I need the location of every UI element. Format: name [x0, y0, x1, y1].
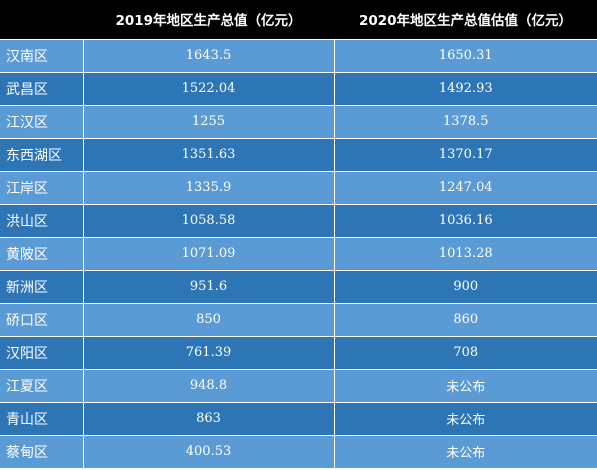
gdp-2020-cell: 1492.93: [334, 71, 597, 105]
gdp-2019-cell: 1643.5: [83, 38, 335, 72]
table-row: 新洲区 951.6 900: [0, 269, 597, 303]
header-district: [0, 0, 83, 39]
table-row: 江岸区 1335.9 1247.04: [0, 170, 597, 204]
gdp-2020-cell: 1036.16: [334, 203, 597, 237]
header-row: 2019年地区生产总值（亿元） 2020年地区生产总值估值（亿元）: [0, 0, 597, 39]
gdp-2020-cell: 708: [334, 335, 597, 369]
gdp-2019-cell: 1351.63: [83, 137, 335, 171]
district-cell: 洪山区: [0, 203, 84, 237]
table-row: 江汉区 1255 1378.5: [0, 104, 597, 138]
district-cell: 东西湖区: [0, 137, 84, 171]
table-row: 江夏区 948.8 未公布: [0, 368, 597, 402]
gdp-2019-cell: 850: [83, 302, 335, 336]
district-cell: 江岸区: [0, 170, 84, 204]
gdp-2019-cell: 863: [83, 401, 335, 435]
gdp-2020-cell: 未公布: [334, 401, 597, 435]
table-row: 武昌区 1522.04 1492.93: [0, 71, 597, 105]
gdp-2019-cell: 951.6: [83, 269, 335, 303]
table-header: 2019年地区生产总值（亿元） 2020年地区生产总值估值（亿元）: [0, 0, 597, 39]
district-cell: 新洲区: [0, 269, 84, 303]
table-row: 汉南区 1643.5 1650.31: [0, 38, 597, 72]
table-row: 洪山区 1058.58 1036.16: [0, 203, 597, 237]
table-row: 黄陂区 1071.09 1013.28: [0, 236, 597, 270]
table-row: 硚口区 850 860: [0, 302, 597, 336]
gdp-2020-cell: 未公布: [334, 434, 597, 468]
gdp-2020-cell: 1247.04: [334, 170, 597, 204]
district-cell: 蔡甸区: [0, 434, 84, 468]
gdp-2019-cell: 1071.09: [83, 236, 335, 270]
table-row: 蔡甸区 400.53 未公布: [0, 434, 597, 468]
district-cell: 汉南区: [0, 38, 84, 72]
gdp-2020-cell: 1013.28: [334, 236, 597, 270]
gdp-2020-cell: 860: [334, 302, 597, 336]
gdp-2020-cell: 1650.31: [334, 38, 597, 72]
district-cell: 武昌区: [0, 71, 84, 105]
gdp-2020-cell: 1370.17: [334, 137, 597, 171]
gdp-2019-cell: 400.53: [83, 434, 335, 468]
gdp-2020-cell: 1378.5: [334, 104, 597, 138]
gdp-2020-cell: 900: [334, 269, 597, 303]
gdp-2019-cell: 761.39: [83, 335, 335, 369]
table-row: 汉阳区 761.39 708: [0, 335, 597, 369]
district-cell: 江夏区: [0, 368, 84, 402]
district-cell: 黄陂区: [0, 236, 84, 270]
district-cell: 江汉区: [0, 104, 84, 138]
gdp-2019-cell: 1335.9: [83, 170, 335, 204]
gdp-2019-cell: 1522.04: [83, 71, 335, 105]
header-gdp-2020: 2020年地区生产总值估值（亿元）: [358, 13, 573, 30]
gdp-2019-cell: 1255: [83, 104, 335, 138]
gdp-2020-cell: 未公布: [334, 368, 597, 402]
table-row: 青山区 863 未公布: [0, 401, 597, 435]
table-row: 东西湖区 1351.63 1370.17: [0, 137, 597, 171]
district-cell: 汉阳区: [0, 335, 84, 369]
district-cell: 青山区: [0, 401, 84, 435]
district-cell: 硚口区: [0, 302, 84, 336]
gdp-2019-cell: 948.8: [83, 368, 335, 402]
gdp-2019-cell: 1058.58: [83, 203, 335, 237]
header-gdp-2019: 2019年地区生产总值（亿元）: [115, 13, 302, 30]
table-body: 汉南区 1643.5 1650.31 武昌区 1522.04 1492.93 江…: [0, 38, 597, 468]
